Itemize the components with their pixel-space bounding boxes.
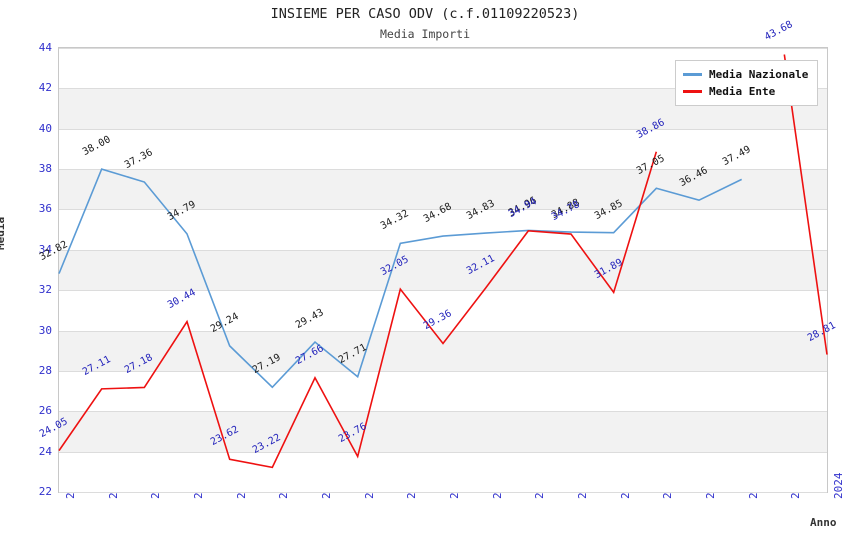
chart-subtitle: Media Importi [379, 27, 470, 41]
y-tick-label: 34 [38, 242, 52, 256]
x-axis-title: Anno [810, 516, 837, 529]
legend-label-media-nazionale: Media Nazionale [709, 68, 809, 81]
y-tick-label: 32 [38, 283, 52, 297]
y-tick-label: 40 [38, 121, 52, 135]
y-tick-label: 30 [38, 323, 52, 337]
y-tick-label: 44 [38, 41, 52, 54]
y-tick-label: 42 [38, 81, 52, 95]
y-tick-label: 22 [38, 485, 52, 498]
y-tick-label: 36 [38, 202, 52, 216]
legend-swatch-media-nazionale [683, 73, 702, 76]
legend-item-media-nazionale[interactable]: Media Nazionale [683, 66, 808, 83]
y-tick-label: 38 [38, 162, 52, 176]
legend-item-media-ente[interactable]: Media Ente [683, 83, 808, 100]
chart-legend: Media Nazionale Media Ente [675, 60, 819, 106]
series-lines [58, 54, 828, 469]
plot-area [58, 47, 828, 493]
legend-swatch-media-ente [683, 90, 702, 93]
y-tick-label: 28 [38, 363, 52, 377]
y-tick-label: 26 [38, 404, 52, 418]
legend-label-media-ente: Media Ente [709, 85, 776, 98]
y-tick-label: 24 [38, 444, 52, 458]
chart-title: INSIEME PER CASO ODV (c.f.01109220523) [270, 6, 580, 22]
x-tick-label: 2024 [832, 472, 845, 500]
y-axis-title: Media [0, 216, 7, 250]
